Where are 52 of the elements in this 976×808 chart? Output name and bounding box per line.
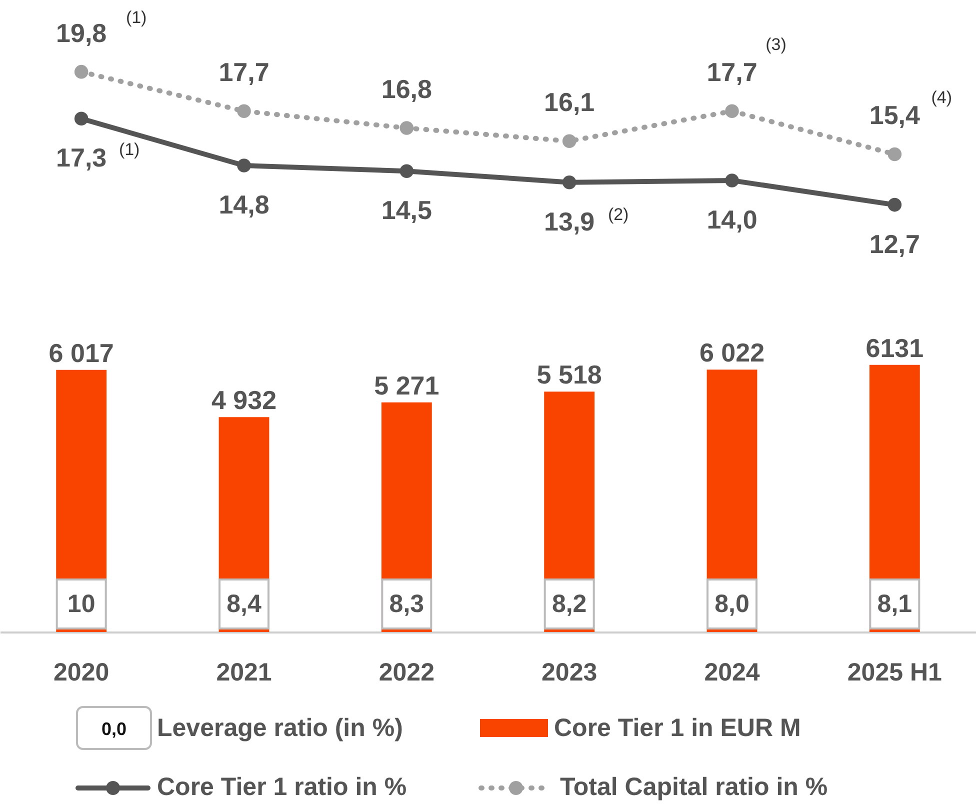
data-label: 17,7	[706, 57, 758, 88]
point	[888, 198, 902, 212]
point	[562, 175, 576, 190]
point	[74, 112, 88, 126]
point	[400, 121, 414, 135]
point	[400, 164, 414, 178]
legend-label: Total Capital ratio in %	[560, 773, 828, 802]
data-label: 17,3	[56, 142, 107, 173]
point	[237, 104, 251, 118]
data-label: 8,2	[552, 590, 587, 618]
x-tick-label: 2021	[216, 658, 272, 686]
x-tick-label: 2024	[704, 658, 760, 686]
data-label: 17,7	[218, 57, 270, 88]
data-label: 14,8	[218, 189, 270, 220]
text: (2)	[608, 205, 629, 224]
x-tick-label: 2025 H1	[847, 658, 942, 686]
annotation: (1)	[118, 140, 140, 159]
data-label: 8,1	[877, 590, 912, 618]
text: (3)	[766, 35, 786, 54]
data-label: 6 022	[699, 338, 765, 368]
point	[888, 147, 902, 162]
data-label: 4 932	[211, 385, 277, 416]
text: 0,0	[101, 719, 127, 739]
data-label: 8,0	[714, 590, 750, 618]
x-tick-label: 2022	[378, 658, 434, 686]
annotation: (4)	[931, 88, 952, 107]
legend-label: Core Tier 1 ratio in %	[157, 773, 407, 802]
data-label: 19,8	[56, 18, 107, 48]
point	[237, 158, 251, 172]
point	[562, 134, 576, 148]
data-label: 6131	[866, 332, 924, 363]
data-label: 13,9	[544, 206, 595, 236]
text: (1)	[126, 8, 147, 27]
data-label: 14,0	[706, 204, 758, 234]
data-label: 16,8	[381, 74, 432, 104]
data-label: 8,3	[389, 590, 424, 618]
point	[725, 104, 739, 118]
data-label: 16,1	[544, 87, 595, 118]
data-label: 10	[67, 590, 96, 618]
data-label: 5 271	[374, 370, 440, 400]
data-label: 8,4	[226, 590, 262, 618]
data-label: 14,5	[381, 195, 432, 226]
point	[74, 64, 88, 79]
x-tick-label: 2020	[54, 658, 110, 686]
data-label: 6 017	[48, 338, 114, 368]
x-tick-label: 2023	[542, 658, 598, 686]
data-label: 5 518	[536, 360, 602, 390]
point	[725, 174, 739, 188]
legend-label: Leverage ratio (in %)	[157, 714, 403, 742]
legend-label: Core Tier 1 in EUR M	[554, 714, 801, 742]
data-label: 12,7	[869, 228, 920, 259]
data-label: 15,4	[869, 100, 921, 130]
